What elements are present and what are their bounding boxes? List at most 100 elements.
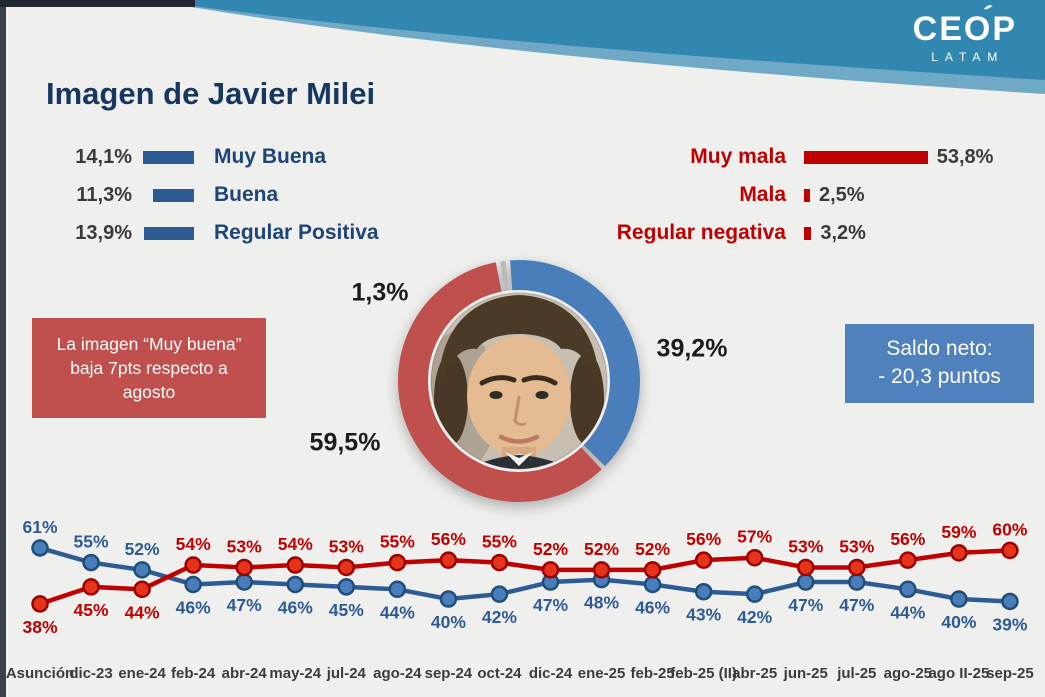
- blue_series-dot: [337, 578, 356, 596]
- donut-slice-label-2: 59,5%: [309, 428, 381, 457]
- donut-slice-1: [510, 260, 640, 467]
- x-axis-label: Asunción: [6, 665, 74, 682]
- blue_series-value-label: 44%: [380, 602, 415, 622]
- red_series-dot: [899, 551, 917, 569]
- blue_series-dot: [1001, 592, 1019, 611]
- blue_series-dot: [490, 585, 509, 603]
- blue_series-dot: [286, 575, 304, 594]
- red_series-value-label: 53%: [227, 536, 262, 556]
- x-axis-label: feb-25 (II): [670, 665, 737, 682]
- legend-value: 3,2%: [820, 221, 866, 244]
- legend-value: 14,1%: [75, 145, 132, 168]
- blue_series-value-label: 55%: [74, 532, 109, 552]
- blue_series-dot: [899, 580, 917, 599]
- red_series-value-label: 38%: [22, 617, 57, 637]
- legend-bar-slot: [142, 226, 194, 240]
- x-axis-label: may-24: [269, 665, 321, 682]
- red_series-value-label: 53%: [839, 536, 874, 556]
- legend-value: 11,3%: [76, 183, 132, 206]
- page-title: Imagen de Javier Milei: [46, 76, 376, 111]
- red_series-value-label: 56%: [890, 529, 925, 549]
- red_series-dot: [797, 558, 815, 577]
- x-axis-label: feb-25: [631, 665, 675, 682]
- red_series-value-label: 52%: [533, 539, 568, 559]
- legend-label: Buena: [214, 183, 279, 206]
- legend-bar: [143, 150, 194, 164]
- legend-positive-row: 14,1% Muy Buena: [40, 138, 379, 176]
- red_series-value-label: 44%: [125, 602, 160, 622]
- blue_series-dot: [439, 590, 458, 608]
- red_series-dot: [950, 544, 968, 562]
- legend-label: Regular Positiva: [214, 221, 379, 244]
- legend-bar-slot: [804, 188, 810, 202]
- red_series-dot: [184, 556, 202, 574]
- x-axis-label: jul-25: [836, 665, 876, 682]
- blue_series-value-label: 43%: [686, 605, 721, 625]
- red_series-dot: [1001, 541, 1019, 560]
- red_series-dot: [235, 558, 253, 577]
- legend-label: Mala: [739, 183, 786, 206]
- ceop-logo-text: CEOP ´: [912, 0, 1017, 48]
- legend-bar: [804, 226, 812, 240]
- legend-negative-row: Mala 2,5%: [520, 176, 993, 214]
- blue_series-dot: [184, 575, 202, 594]
- blue_series-dot: [31, 539, 49, 557]
- legend-positive: 14,1% Muy Buena 11,3% Buena 13,9% Regular Pos…: [40, 138, 379, 252]
- blue_series-dot: [388, 580, 407, 599]
- hair-top: [438, 295, 600, 391]
- eyebrow-right: [521, 375, 558, 386]
- collar: [505, 452, 533, 466]
- legend-bar: [153, 188, 194, 202]
- red_series-dot: [490, 553, 509, 572]
- blue_series-value-label: 47%: [788, 595, 823, 615]
- x-axis-label: ago-25: [884, 665, 932, 682]
- red_series-value-label: 60%: [992, 519, 1027, 539]
- legend-bar-slot: [142, 188, 194, 202]
- legend-bar: [804, 188, 810, 202]
- blue_series-value-label: 61%: [22, 517, 57, 537]
- blue_series-value-label: 39%: [992, 614, 1027, 634]
- legend-label: Muy Buena: [214, 145, 327, 168]
- blue_series-dot: [235, 573, 253, 591]
- blue_series-dot: [643, 575, 662, 594]
- red_series-value-label: 56%: [686, 529, 721, 549]
- legend-negative-row: Muy mala 53,8%: [520, 138, 993, 176]
- red_series-dot: [541, 561, 560, 579]
- left-edge-strip: [0, 0, 6, 697]
- blue_series-value-label: 46%: [176, 597, 211, 617]
- blue_series-value-label: 46%: [278, 597, 313, 617]
- eye-right: [535, 391, 549, 399]
- x-axis-label: ene-24: [118, 665, 166, 682]
- blue_series-dot: [848, 573, 866, 591]
- red_series-dot: [82, 578, 100, 596]
- red_series-dot: [388, 553, 407, 572]
- blue_series-value-label: 47%: [533, 595, 568, 615]
- blue_series-value-label: 47%: [839, 595, 874, 615]
- legend-positive-row: 11,3% Buena: [40, 176, 379, 214]
- x-axis-label: dic-24: [529, 665, 573, 682]
- header-band-teal: [150, 0, 1045, 80]
- saldo-neto-line2: - 20,3 puntos: [878, 365, 1001, 389]
- x-axis-label: ene-25: [578, 665, 626, 682]
- x-axis-label: oct-24: [477, 665, 522, 682]
- legend-label: Regular negativa: [616, 221, 786, 244]
- red_series-value-label: 56%: [431, 529, 466, 549]
- red_series-value-label: 59%: [941, 522, 976, 542]
- saldo-neto-box: Saldo neto: - 20,3 puntos: [845, 324, 1034, 403]
- mouth: [498, 434, 540, 444]
- legend-bar-slot: [142, 150, 194, 164]
- blue_series-value-label: 48%: [584, 593, 619, 613]
- red_series-value-label: 57%: [737, 527, 772, 547]
- red_series-value-label: 55%: [380, 532, 415, 552]
- legend-bar-slot: [804, 226, 812, 240]
- x-axis-label: jul-24: [326, 665, 367, 682]
- blue_series-value-label: 40%: [431, 612, 466, 632]
- red_series-dot: [745, 548, 764, 567]
- red_series-value-label: 54%: [278, 534, 313, 554]
- blue_series-dot: [82, 553, 100, 572]
- legend-value: 2,5%: [819, 183, 865, 206]
- red_series-value-label: 55%: [482, 532, 517, 552]
- red_series-value-label: 45%: [74, 600, 109, 620]
- blue_series-value-label: 40%: [941, 612, 976, 632]
